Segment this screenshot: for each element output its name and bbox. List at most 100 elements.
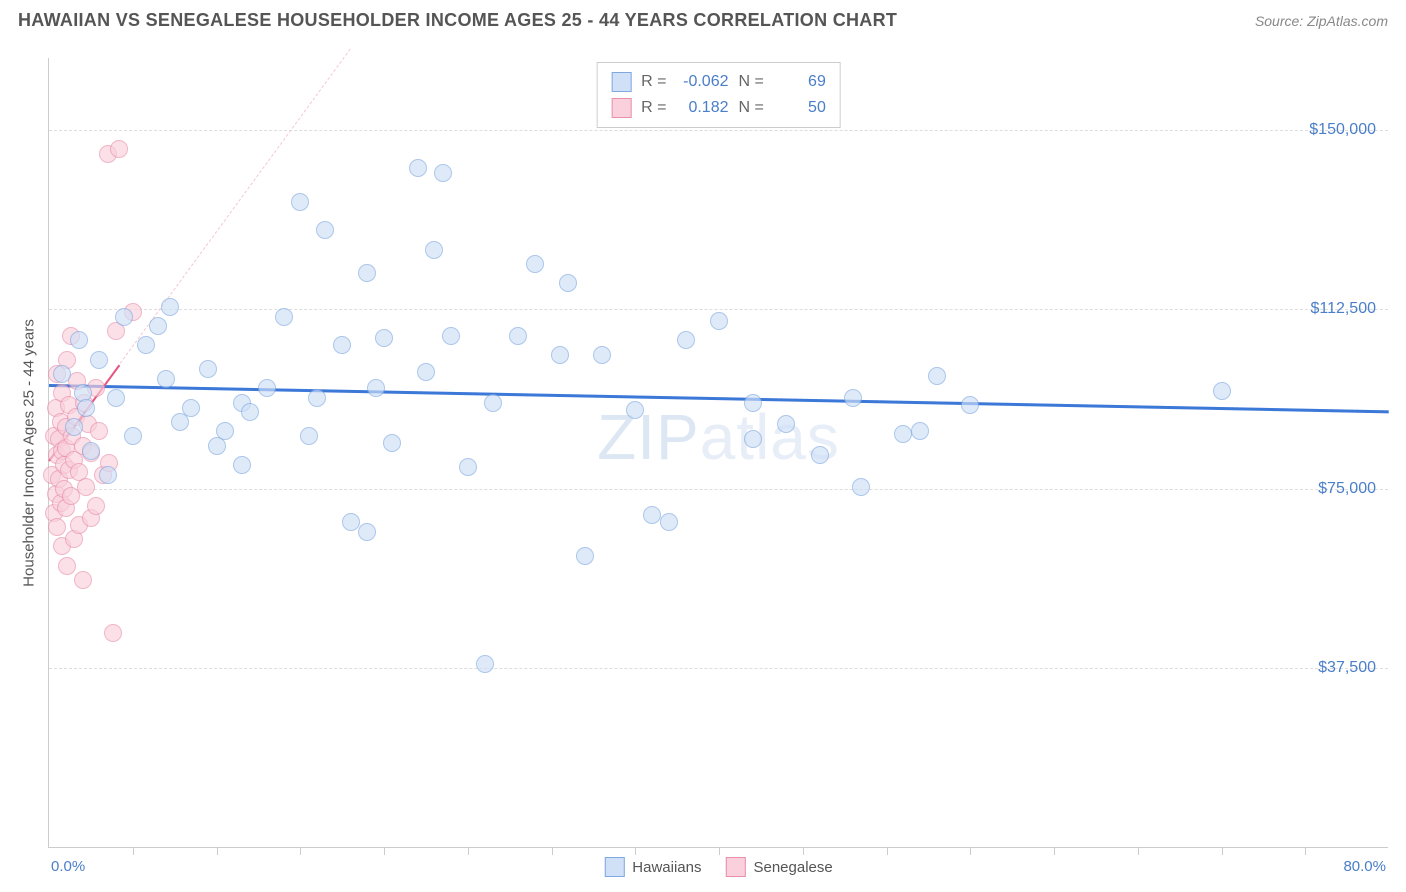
chart-title: HAWAIIAN VS SENEGALESE HOUSEHOLDER INCOM… bbox=[18, 10, 897, 31]
data-point bbox=[744, 430, 762, 448]
data-point bbox=[216, 422, 234, 440]
data-point bbox=[233, 456, 251, 474]
data-point bbox=[90, 351, 108, 369]
data-point bbox=[53, 365, 71, 383]
data-point bbox=[459, 458, 477, 476]
x-axis-end-label: 80.0% bbox=[1343, 858, 1386, 875]
data-point bbox=[660, 513, 678, 531]
data-point bbox=[894, 425, 912, 443]
data-point bbox=[710, 312, 728, 330]
stats-row-hawaiians: R = -0.062 N = 69 bbox=[611, 69, 826, 95]
data-point bbox=[358, 523, 376, 541]
stats-legend-box: R = -0.062 N = 69 R = 0.182 N = 50 bbox=[596, 62, 841, 128]
data-point bbox=[559, 274, 577, 292]
data-point bbox=[576, 547, 594, 565]
data-point bbox=[258, 379, 276, 397]
data-point bbox=[961, 396, 979, 414]
data-point bbox=[137, 336, 155, 354]
data-point bbox=[77, 478, 95, 496]
data-point bbox=[375, 329, 393, 347]
gridline-h bbox=[49, 489, 1388, 490]
x-tick-mark bbox=[1222, 847, 1223, 855]
data-point bbox=[316, 221, 334, 239]
data-point bbox=[77, 399, 95, 417]
data-point bbox=[777, 415, 795, 433]
data-point bbox=[149, 317, 167, 335]
data-point bbox=[107, 389, 125, 407]
legend-item-hawaiians: Hawaiians bbox=[604, 857, 701, 877]
data-point bbox=[342, 513, 360, 531]
x-tick-mark bbox=[635, 847, 636, 855]
data-point bbox=[417, 363, 435, 381]
data-point bbox=[852, 478, 870, 496]
swatch-hawaiians bbox=[611, 72, 631, 92]
x-tick-mark bbox=[1305, 847, 1306, 855]
legend-swatch-hawaiians bbox=[604, 857, 624, 877]
data-point bbox=[87, 497, 105, 515]
data-point bbox=[171, 413, 189, 431]
data-point bbox=[844, 389, 862, 407]
x-tick-mark bbox=[468, 847, 469, 855]
bottom-legend: Hawaiians Senegalese bbox=[604, 857, 832, 877]
chart-header: HAWAIIAN VS SENEGALESE HOUSEHOLDER INCOM… bbox=[0, 0, 1406, 37]
data-point bbox=[425, 241, 443, 259]
data-point bbox=[115, 308, 133, 326]
data-point bbox=[476, 655, 494, 673]
n-value-senegalese: 50 bbox=[774, 95, 826, 121]
data-point bbox=[110, 140, 128, 158]
swatch-senegalese bbox=[611, 98, 631, 118]
data-point bbox=[65, 418, 83, 436]
x-tick-mark bbox=[887, 847, 888, 855]
data-point bbox=[199, 360, 217, 378]
data-point bbox=[509, 327, 527, 345]
legend-label-hawaiians: Hawaiians bbox=[632, 859, 701, 876]
x-tick-mark bbox=[300, 847, 301, 855]
x-tick-mark bbox=[803, 847, 804, 855]
x-tick-mark bbox=[1054, 847, 1055, 855]
data-point bbox=[300, 427, 318, 445]
data-point bbox=[484, 394, 502, 412]
legend-swatch-senegalese bbox=[725, 857, 745, 877]
x-tick-mark bbox=[719, 847, 720, 855]
x-tick-mark bbox=[217, 847, 218, 855]
source-attribution: Source: ZipAtlas.com bbox=[1255, 13, 1388, 29]
data-point bbox=[124, 427, 142, 445]
data-point bbox=[551, 346, 569, 364]
data-point bbox=[526, 255, 544, 273]
data-point bbox=[90, 422, 108, 440]
data-point bbox=[434, 164, 452, 182]
data-point bbox=[275, 308, 293, 326]
scatter-chart: ZIPatlas Householder Income Ages 25 - 44… bbox=[48, 58, 1388, 848]
y-tick-label: $75,000 bbox=[1318, 480, 1376, 498]
data-point bbox=[367, 379, 385, 397]
data-point bbox=[333, 336, 351, 354]
x-tick-mark bbox=[552, 847, 553, 855]
x-tick-mark bbox=[133, 847, 134, 855]
data-point bbox=[182, 399, 200, 417]
data-point bbox=[442, 327, 460, 345]
x-tick-mark bbox=[384, 847, 385, 855]
data-point bbox=[626, 401, 644, 419]
data-point bbox=[811, 446, 829, 464]
data-point bbox=[677, 331, 695, 349]
data-point bbox=[928, 367, 946, 385]
data-point bbox=[308, 389, 326, 407]
data-point bbox=[70, 331, 88, 349]
data-point bbox=[409, 159, 427, 177]
data-point bbox=[643, 506, 661, 524]
data-point bbox=[99, 466, 117, 484]
data-point bbox=[1213, 382, 1231, 400]
gridline-h bbox=[49, 309, 1388, 310]
stats-row-senegalese: R = 0.182 N = 50 bbox=[611, 95, 826, 121]
data-point bbox=[241, 403, 259, 421]
x-axis-start-label: 0.0% bbox=[51, 858, 85, 875]
data-point bbox=[82, 442, 100, 460]
y-tick-label: $150,000 bbox=[1309, 121, 1376, 139]
legend-label-senegalese: Senegalese bbox=[753, 859, 832, 876]
r-value-hawaiians: -0.062 bbox=[677, 69, 729, 95]
y-tick-label: $37,500 bbox=[1318, 659, 1376, 677]
gridline-h bbox=[49, 130, 1388, 131]
x-tick-mark bbox=[970, 847, 971, 855]
r-value-senegalese: 0.182 bbox=[677, 95, 729, 121]
y-axis-label: Householder Income Ages 25 - 44 years bbox=[21, 319, 38, 587]
